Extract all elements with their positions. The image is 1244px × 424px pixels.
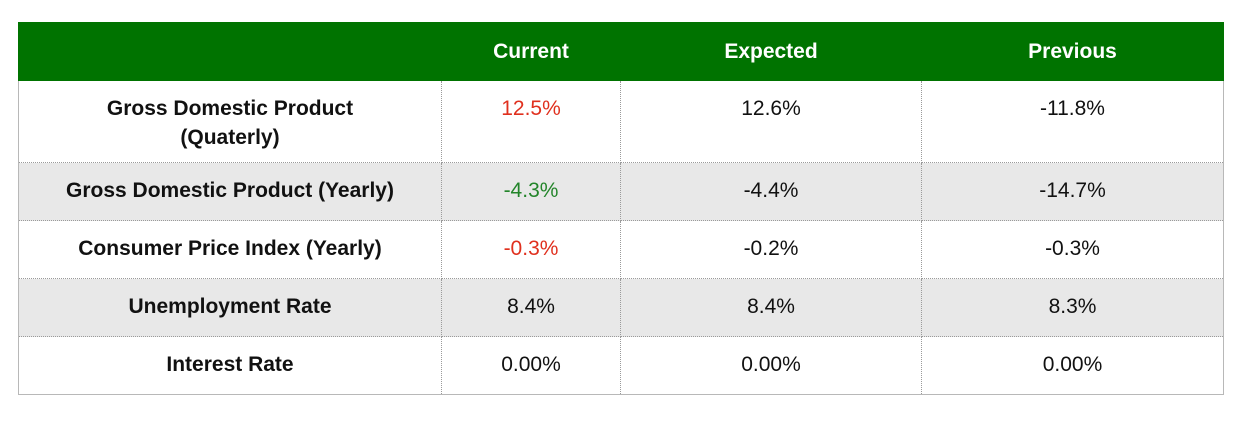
table-row: Interest Rate 0.00% 0.00% 0.00%	[18, 336, 1224, 395]
table-row: Gross Domestic Product (Quaterly) 12.5% 12…	[18, 80, 1224, 163]
table-row: Gross Domestic Product (Yearly) -4.3% -4.4…	[18, 162, 1224, 221]
value-cell: 0.00%	[921, 336, 1224, 395]
value-cell: -4.4%	[620, 162, 922, 221]
value-cell: -0.3%	[441, 220, 621, 279]
value-cell: -0.2%	[620, 220, 922, 279]
header-cell: Current	[441, 22, 621, 81]
row-label: Consumer Price Index (Yearly)	[18, 220, 442, 279]
value-cell: -4.3%	[441, 162, 621, 221]
value-cell: -0.3%	[921, 220, 1224, 279]
economic-table: Current Expected Previous Gross Domestic P…	[18, 22, 1224, 395]
value-cell: 12.6%	[620, 80, 922, 163]
row-label: Interest Rate	[18, 336, 442, 395]
value-cell: 8.4%	[441, 278, 621, 337]
value-cell: 8.4%	[620, 278, 922, 337]
value-cell: 0.00%	[441, 336, 621, 395]
value-cell: 0.00%	[620, 336, 922, 395]
value-cell: 8.3%	[921, 278, 1224, 337]
row-label: Gross Domestic Product (Quaterly)	[18, 80, 442, 163]
header-cell: Expected	[620, 22, 922, 81]
header-cell: Previous	[921, 22, 1224, 81]
value-cell: -11.8%	[921, 80, 1224, 163]
table-row: Consumer Price Index (Yearly) -0.3% -0.2% -…	[18, 220, 1224, 279]
value-cell: 12.5%	[441, 80, 621, 163]
row-label: Gross Domestic Product (Yearly)	[18, 162, 442, 221]
value-cell: -14.7%	[921, 162, 1224, 221]
table-body: Gross Domestic Product (Quaterly) 12.5% 12…	[18, 80, 1224, 395]
row-label: Unemployment Rate	[18, 278, 442, 337]
header-cell	[18, 22, 442, 81]
table-row: Unemployment Rate 8.4% 8.4% 8.3%	[18, 278, 1224, 337]
header-row: Current Expected Previous	[18, 22, 1224, 81]
